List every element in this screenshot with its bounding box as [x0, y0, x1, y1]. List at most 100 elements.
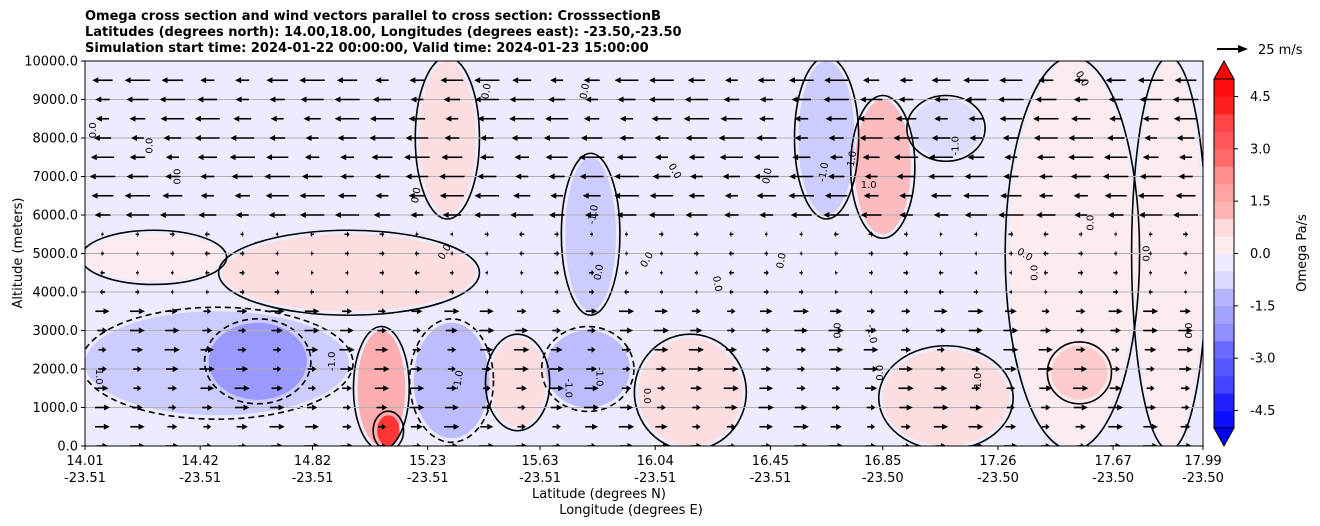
- wind-vector-head: [242, 327, 247, 334]
- wind-vector: [1180, 385, 1191, 392]
- wind-vector-head: [173, 346, 180, 353]
- wind-vector: [689, 366, 704, 372]
- y-tick-label: 4000.0: [33, 286, 79, 301]
- wind-vector: [616, 154, 637, 161]
- wind-vector: [1184, 269, 1187, 276]
- wind-vector-head: [556, 231, 559, 238]
- wind-vector: [649, 192, 674, 199]
- wind-vector: [790, 212, 812, 218]
- wind-vector-head: [300, 96, 307, 103]
- x-tick-label-longitude: -23.51: [179, 471, 221, 486]
- y-tick-label: 7000.0: [33, 170, 79, 185]
- wind-vector: [690, 443, 702, 446]
- wind-vector: [1110, 327, 1121, 334]
- wind-vector: [969, 135, 983, 141]
- x-tick-label-latitude: 14.01: [66, 454, 103, 469]
- wind-vector: [380, 289, 384, 295]
- wind-vector-head: [264, 173, 271, 180]
- wind-vector: [554, 250, 560, 257]
- wind-vector: [999, 115, 1023, 122]
- wind-vector-head: [138, 423, 145, 430]
- wind-vector: [410, 212, 424, 218]
- wind-vector: [230, 135, 255, 141]
- wind-vector: [1103, 154, 1128, 161]
- wind-vector: [240, 231, 244, 238]
- wind-vector: [101, 231, 104, 238]
- wind-vector-head: [828, 135, 835, 141]
- wind-vector: [412, 443, 422, 446]
- wind-vector: [934, 385, 948, 392]
- wind-vector: [274, 289, 280, 295]
- wind-vector-head: [441, 154, 448, 161]
- wind-vector: [238, 327, 247, 334]
- wind-vector: [936, 327, 946, 334]
- x-tick-label-latitude: 14.82: [294, 454, 331, 469]
- wind-vector: [334, 115, 360, 122]
- wind-vector: [299, 192, 325, 199]
- wind-vector-head: [102, 443, 109, 446]
- wind-vector-head: [337, 135, 344, 141]
- wind-vector-head: [208, 346, 215, 353]
- wind-vector: [586, 366, 597, 372]
- wind-vector: [722, 173, 741, 180]
- wind-vector: [1177, 346, 1194, 353]
- wind-vector-head: [453, 308, 460, 315]
- wind-vector-head: [194, 135, 201, 141]
- wind-vector: [624, 269, 629, 276]
- wind-vector-head: [906, 404, 913, 411]
- wind-vector-head: [172, 250, 175, 257]
- wind-vector: [125, 212, 150, 218]
- wind-vector: [653, 443, 670, 446]
- wind-vector-head: [1004, 154, 1011, 161]
- wind-vector: [339, 346, 355, 353]
- wind-vector: [1108, 96, 1123, 103]
- wind-vector: [759, 308, 773, 315]
- wind-vector: [587, 346, 596, 353]
- wind-vector: [236, 366, 249, 372]
- wind-vector: [931, 135, 951, 141]
- wind-vector: [345, 269, 349, 276]
- wind-vector-head: [583, 115, 590, 122]
- wind-vector-head: [1070, 173, 1077, 180]
- wind-vector-head: [1071, 115, 1078, 122]
- wind-vector: [439, 192, 464, 199]
- wind-vector-head: [661, 289, 664, 295]
- contour-label: -1.0: [593, 367, 604, 387]
- wind-vector: [96, 385, 109, 392]
- wind-vector: [1074, 77, 1088, 84]
- wind-vector-head: [277, 269, 280, 276]
- wind-vector: [660, 269, 663, 276]
- wind-vector-head: [1142, 115, 1149, 122]
- wind-vector-head: [477, 173, 484, 180]
- wind-vector: [334, 96, 360, 103]
- wind-vector-head: [277, 385, 283, 392]
- wind-vector-head: [1152, 308, 1159, 315]
- wind-vector-head: [766, 327, 771, 334]
- wind-vector: [1142, 443, 1159, 446]
- wind-vector: [198, 212, 217, 218]
- wind-vector: [480, 346, 494, 353]
- wind-vector-head: [1010, 404, 1015, 411]
- wind-vector: [409, 385, 425, 392]
- wind-vector: [690, 327, 703, 334]
- wind-vector-head: [1139, 96, 1146, 103]
- wind-vector: [1176, 135, 1195, 141]
- wind-vector-head: [313, 308, 320, 315]
- contour-label: -1.0: [864, 323, 878, 344]
- wind-vector-head: [161, 77, 168, 84]
- wind-vector: [164, 346, 180, 353]
- wind-vector: [719, 154, 744, 161]
- wind-vector-head: [102, 346, 107, 353]
- wind-vector-head: [102, 385, 109, 392]
- wind-vector: [1073, 192, 1088, 199]
- wind-vector-head: [408, 192, 415, 199]
- wind-vector-head: [1115, 289, 1119, 295]
- wind-vector: [761, 327, 771, 334]
- wind-vector: [165, 173, 180, 180]
- wind-vector-head: [654, 154, 661, 161]
- contour-label: -1.0: [817, 162, 831, 183]
- wind-vector: [764, 250, 769, 257]
- wind-vector: [938, 269, 944, 276]
- wind-vector-head: [486, 250, 489, 257]
- x-tick-label-longitude: -23.51: [292, 471, 334, 486]
